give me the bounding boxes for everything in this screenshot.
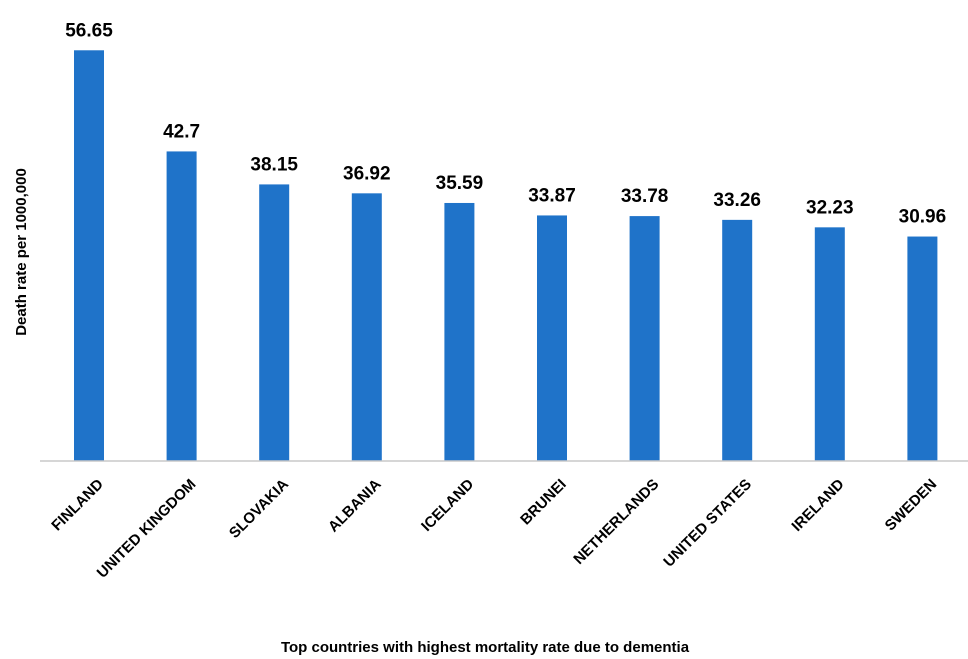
value-label: 32.23	[806, 197, 854, 218]
value-label: 42.7	[163, 121, 200, 142]
x-tick-label: SLOVAKIA	[226, 476, 292, 542]
x-tick-label: BRUNEI	[517, 476, 570, 529]
value-label: 30.96	[899, 207, 947, 228]
bar-slovakia	[259, 184, 290, 461]
x-tick-label: ALBANIA	[325, 476, 385, 536]
bar-ireland	[814, 227, 845, 461]
bar-sweden	[907, 236, 938, 461]
x-tick-label: FINLAND	[48, 476, 107, 535]
value-label: 33.78	[621, 186, 669, 207]
bar-albania	[351, 193, 382, 461]
x-tick-label: UNITED KINGDOM	[94, 476, 200, 582]
x-tick-label: SWEDEN	[882, 476, 941, 535]
value-labels-group: 56.65 42.7 38.15 36.92 35.59 33.87 33.78 33.26 3…	[65, 20, 946, 227]
x-tick-label: IRELAND	[788, 476, 847, 535]
value-label: 56.65	[65, 20, 113, 41]
bar-iceland	[444, 202, 475, 461]
bar-united-kingdom	[166, 151, 197, 462]
value-label: 33.26	[713, 190, 761, 211]
x-tick-label: ICELAND	[418, 476, 477, 535]
x-tick-label: NETHERLANDS	[570, 476, 662, 568]
x-axis-title: Top countries with highest mortality rat…	[281, 639, 690, 656]
value-label: 35.59	[436, 173, 484, 194]
y-axis-title: Death rate per 1000,000	[13, 168, 30, 336]
value-label: 33.87	[528, 185, 576, 206]
bar-brunei	[537, 215, 567, 461]
value-label: 36.92	[343, 163, 391, 184]
bar-united-states	[722, 219, 753, 461]
bar-finland	[74, 50, 104, 461]
value-label: 38.15	[250, 154, 298, 175]
bar-netherlands	[629, 216, 660, 461]
x-tick-label: UNITED STATES	[660, 476, 755, 571]
bars-group	[74, 50, 938, 462]
